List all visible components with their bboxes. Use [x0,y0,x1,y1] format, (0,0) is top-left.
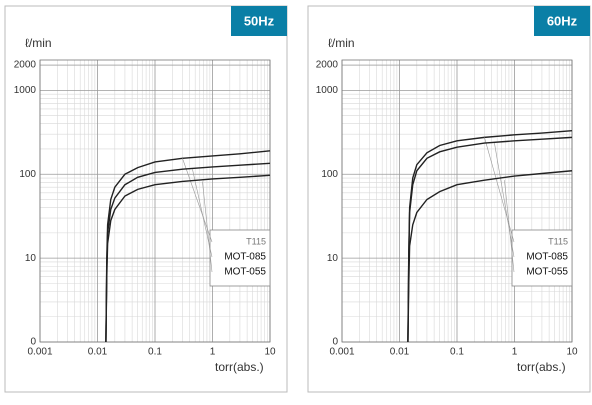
y-tick-label: 1000 [316,85,339,96]
legend-label: MOT-085 [224,252,266,263]
panel [307,5,591,393]
x-tick-label: 1 [210,347,216,358]
y-tick-label: 0 [332,337,338,348]
legend-label: MOT-055 [526,267,568,278]
legend-label: MOT-055 [224,267,266,278]
leader-line [202,181,213,273]
series-line [407,136,573,343]
leader-line [504,180,515,273]
label-box [209,229,271,287]
y-tick-label: 0 [30,337,36,348]
badge [534,6,590,36]
x-axis-label: torr(abs.) [517,360,566,374]
x-tick-label: 0.1 [450,347,464,358]
y-tick-label: 10 [327,253,339,264]
x-tick-label: 0.001 [329,347,354,358]
chart-title: 50Hz [244,13,275,28]
x-tick-label: 0.01 [390,347,410,358]
series-line [105,162,271,343]
y-tick-label: 1000 [14,85,37,96]
y-tick-label: 2000 [316,60,339,71]
x-tick-label: 10 [566,347,578,358]
legend-label: T115 [548,236,568,246]
x-tick-label: 10 [264,347,276,358]
y-tick-label: 100 [321,169,338,180]
y-tick-label: 2000 [14,60,37,71]
y-axis-label: ℓ/min [328,36,355,50]
x-tick-label: 0.01 [88,347,108,358]
x-tick-label: 1 [512,347,518,358]
x-axis-label: torr(abs.) [215,360,264,374]
chart-title: 60Hz [547,13,578,28]
y-tick-label: 10 [25,253,37,264]
series-line [407,170,573,343]
legend-label: T115 [246,236,266,246]
label-box [511,229,573,287]
badge [231,6,287,36]
y-axis-label: ℓ/min [25,36,52,50]
legend-label: MOT-085 [526,252,568,263]
y-tick-label: 100 [19,169,36,180]
series-line [105,174,271,343]
x-tick-label: 0.001 [27,347,52,358]
x-tick-label: 0.1 [148,347,162,358]
plot-frame [39,59,271,343]
plot-frame [341,59,573,343]
